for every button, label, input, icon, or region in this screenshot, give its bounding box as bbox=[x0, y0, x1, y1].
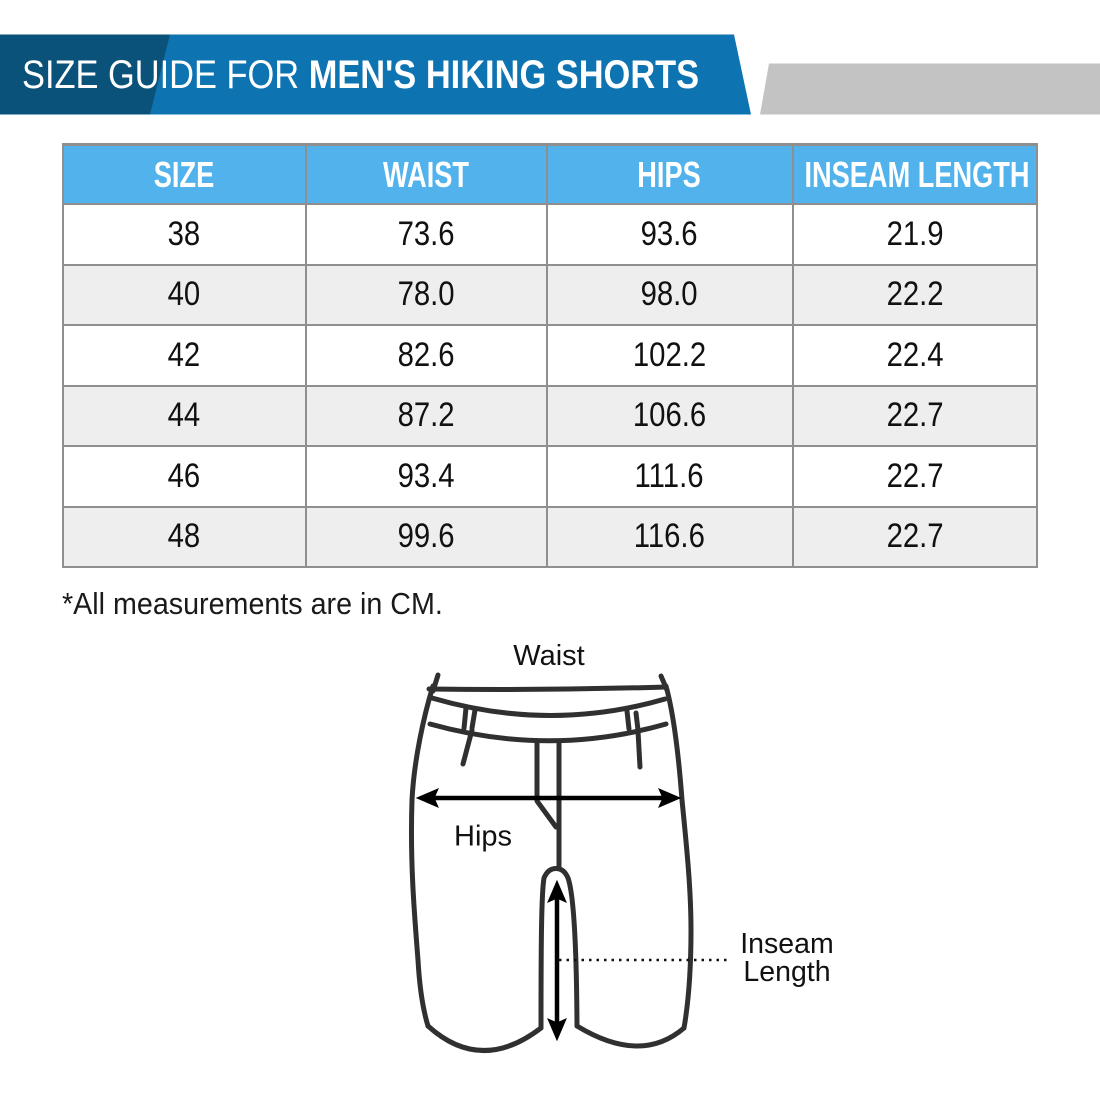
svg-text:Length: Length bbox=[743, 956, 830, 988]
svg-text:Waist: Waist bbox=[513, 640, 584, 672]
svg-text:Inseam: Inseam bbox=[740, 928, 833, 960]
svg-text:Hips: Hips bbox=[454, 821, 512, 853]
